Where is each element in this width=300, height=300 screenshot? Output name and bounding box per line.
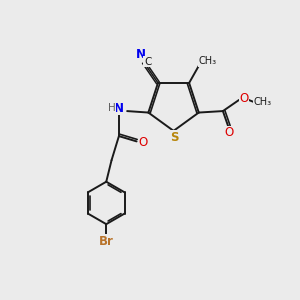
Text: CH₃: CH₃ (254, 97, 272, 107)
Text: CH₃: CH₃ (199, 56, 217, 66)
Text: C: C (144, 57, 152, 67)
Text: S: S (170, 131, 178, 144)
Text: Br: Br (99, 235, 114, 248)
Text: O: O (239, 92, 248, 105)
Text: N: N (136, 48, 146, 61)
Text: H: H (108, 103, 116, 113)
Text: O: O (224, 126, 233, 140)
Text: N: N (114, 102, 124, 115)
Text: O: O (138, 136, 148, 149)
